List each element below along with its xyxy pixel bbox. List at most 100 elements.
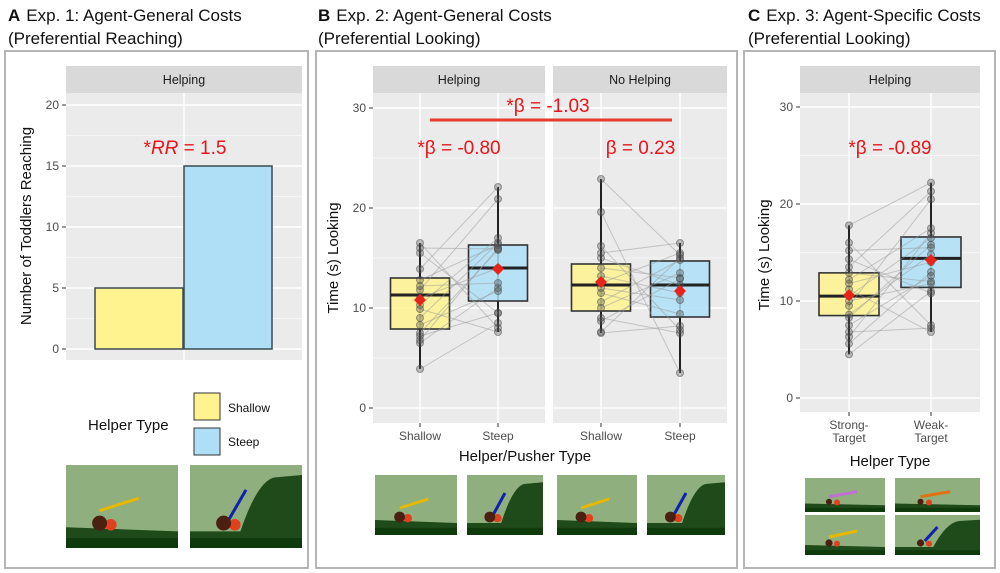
- participant-line: [848, 244, 932, 318]
- participant-line: [419, 282, 499, 287]
- scene-hill: [895, 519, 980, 555]
- arrow-icon: [828, 490, 858, 499]
- participant-line: [419, 244, 499, 281]
- participant-line: [419, 312, 499, 337]
- data-point: [676, 326, 684, 334]
- scene-ground: [467, 527, 543, 535]
- bar-shallow: [94, 287, 184, 350]
- data-point: [927, 287, 935, 296]
- arrow-icon: [399, 497, 429, 510]
- participant-line: [600, 267, 681, 279]
- data-point: [597, 175, 605, 183]
- participant-line: [419, 198, 499, 291]
- panel-c-title: C Exp. 3: Agent-Specific Costs: [748, 6, 981, 25]
- interaction-beta-annotation: *β = -1.03: [506, 96, 589, 117]
- data-point: [845, 313, 853, 322]
- participant-line: [419, 242, 499, 329]
- arrow-icon: [580, 497, 610, 510]
- participant-line: [419, 322, 499, 370]
- y-axis-label: Time (s) Looking: [325, 202, 342, 313]
- data-point: [927, 243, 935, 252]
- helper-icon: [665, 511, 676, 523]
- mean-marker: [674, 285, 686, 297]
- y-tick-label: 5: [52, 281, 59, 295]
- scene-ground: [805, 507, 885, 512]
- participant-line: [600, 275, 681, 294]
- y-tick-label: 10: [46, 220, 60, 234]
- helper-icon: [825, 539, 833, 547]
- panel-title-text: Exp. 2: Agent-General Costs: [336, 6, 551, 25]
- data-point: [494, 324, 502, 332]
- x-tick-label: Weak-: [914, 418, 948, 432]
- participant-line: [600, 287, 681, 301]
- data-point: [845, 268, 853, 277]
- participant-line: [848, 288, 932, 333]
- scene-hill: [467, 482, 543, 535]
- facet-beta-annotation: *β = -0.80: [417, 138, 500, 159]
- y-tick-label: 10: [353, 301, 367, 315]
- data-point: [494, 195, 502, 203]
- panel-title-text: Exp. 1: Agent-General Costs: [26, 6, 241, 25]
- helper-icon: [92, 515, 108, 531]
- x-tick-label: Steep: [482, 429, 514, 443]
- participant-line: [419, 290, 499, 326]
- data-point: [845, 321, 853, 330]
- legend-swatch-shallow: [193, 392, 221, 421]
- scene-hill: [190, 474, 302, 548]
- rr-prefix: *: [144, 138, 152, 159]
- x-tick-label: Steep: [664, 429, 696, 443]
- data-point: [845, 350, 853, 359]
- data-point: [597, 208, 605, 216]
- agent-icon: [584, 514, 594, 523]
- x-axis-label: Helper/Pusher Type: [459, 448, 591, 465]
- participant-line: [600, 257, 681, 333]
- agent-icon: [926, 540, 932, 547]
- scene-c-strong-1: [805, 478, 885, 512]
- data-point: [676, 251, 684, 259]
- y-tick-label: 0: [52, 342, 59, 356]
- data-point: [845, 246, 853, 255]
- panel-b-title: B Exp. 2: Agent-General Costs: [318, 6, 552, 25]
- participant-line: [848, 327, 932, 333]
- panel-c-border: [743, 50, 996, 569]
- data-point: [416, 265, 424, 273]
- arrow-icon: [828, 529, 858, 539]
- data-point: [927, 187, 935, 196]
- participant-line: [600, 278, 681, 322]
- arrow-icon: [920, 490, 951, 499]
- data-point: [416, 365, 424, 373]
- participant-line: [600, 325, 681, 334]
- agent-icon: [403, 514, 412, 523]
- data-point: [494, 245, 502, 253]
- x-axis-label: Helper Type: [850, 453, 931, 470]
- x-tick-label-line2: Target: [832, 431, 866, 445]
- x-tick-label: Strong-: [829, 418, 868, 432]
- participant-line: [600, 292, 681, 315]
- scene-ground: [805, 550, 885, 555]
- facet-label: Helping: [438, 73, 480, 87]
- y-tick-label: 20: [780, 197, 794, 211]
- facet-strip: [553, 66, 727, 93]
- data-point: [416, 314, 424, 322]
- agent-icon: [834, 499, 840, 506]
- y-tick-label: 10: [780, 294, 794, 308]
- data-point: [927, 178, 935, 187]
- agent-icon: [228, 518, 241, 531]
- data-point: [597, 242, 605, 250]
- data-point: [416, 321, 424, 329]
- participant-line: [848, 272, 932, 283]
- agent-icon: [104, 518, 117, 531]
- legend-swatch-steep: [193, 427, 221, 456]
- participant-line: [600, 178, 681, 256]
- participant-line: [419, 242, 499, 319]
- y-axis-label: Time (s) Looking: [756, 199, 773, 310]
- scene-b-nohelping-shallow: [557, 475, 637, 535]
- data-point: [676, 369, 684, 377]
- legend-label-shallow: Shallow: [228, 401, 270, 415]
- plots: Helping 0 5 10 15 20 *RR = 1.5 Number of Toddle…: [18, 66, 980, 470]
- scene-c-weak-1: [895, 478, 980, 512]
- scene-ground: [895, 507, 980, 512]
- participant-line: [600, 242, 681, 254]
- participant-line: [419, 247, 499, 250]
- x-tick-label: Shallow: [580, 429, 622, 443]
